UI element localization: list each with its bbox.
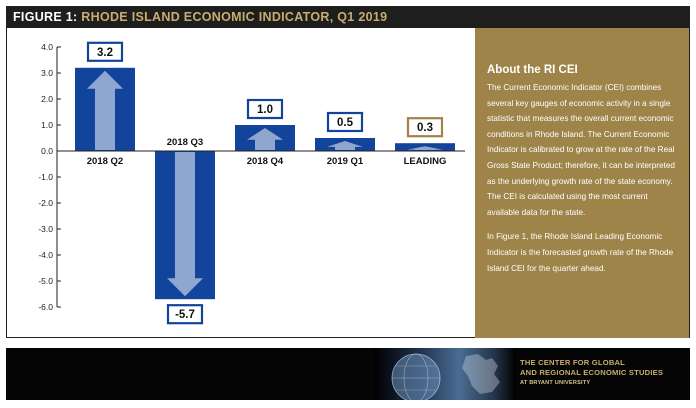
value-label-box xyxy=(326,111,364,133)
bar-chart: 4.0 3.0 2.0 1.0 0.0 -1.0 -2.0 -3.0 -4.0 -5.0 -6.0 3… xyxy=(38,41,465,325)
value-label: -5.7 xyxy=(175,309,195,321)
value-label-box xyxy=(246,98,284,120)
value-label-box xyxy=(86,41,124,62)
value-label-box xyxy=(406,117,444,138)
up-arrow xyxy=(87,70,123,150)
about-sidebar: About the RI CEI The Current Economic In… xyxy=(475,28,689,338)
y-tick-label: 2.0 xyxy=(41,94,53,104)
value-label: 1.0 xyxy=(257,104,273,116)
value-label: 3.2 xyxy=(97,47,113,59)
category-label: LEADING xyxy=(404,156,447,167)
value-label: 0.5 xyxy=(337,117,354,129)
sidebar-paragraph-1: The Current Economic Indicator (CEI) com… xyxy=(487,83,675,217)
footer-banner: THE CENTER FOR GLOBAL AND REGIONAL ECONO… xyxy=(6,348,690,400)
figure-header: FIGURE 1: RHODE ISLAND ECONOMIC INDICATO… xyxy=(7,7,689,28)
y-tick-label: 4.0 xyxy=(41,42,53,52)
y-tick-label: -6.0 xyxy=(38,302,53,312)
center-name-line-2: AND REGIONAL ECONOMIC STUDIES xyxy=(520,368,664,377)
y-tick-label: 3.0 xyxy=(41,68,53,78)
y-tick-label: -5.0 xyxy=(38,276,53,286)
figure-title: FIGURE 1: RHODE ISLAND ECONOMIC INDICATO… xyxy=(13,10,387,24)
y-tick-label: -1.0 xyxy=(38,172,53,182)
center-name-line-1: THE CENTER FOR GLOBAL xyxy=(520,358,626,367)
value-label-box xyxy=(166,304,204,325)
center-name: THE CENTER FOR GLOBAL AND REGIONAL ECONO… xyxy=(520,358,663,388)
category-label: 2018 Q3 xyxy=(167,137,203,148)
globe-map-graphic xyxy=(374,348,516,400)
sidebar-paragraph-2: In Figure 1, the Rhode Island Leading Ec… xyxy=(487,232,674,273)
category-label: 2018 Q2 xyxy=(87,156,123,167)
up-arrow xyxy=(327,141,363,150)
figure-panel: FIGURE 1: RHODE ISLAND ECONOMIC INDICATO… xyxy=(6,6,690,338)
category-label: 2019 Q1 xyxy=(327,156,364,167)
y-tick-label: -3.0 xyxy=(38,224,53,234)
y-tick-label: -4.0 xyxy=(38,250,53,260)
category-label: 2018 Q4 xyxy=(247,156,284,167)
figure-number: FIGURE 1: xyxy=(13,10,78,24)
up-arrow xyxy=(247,128,283,150)
figure-caption: RHODE ISLAND ECONOMIC INDICATOR, Q1 2019 xyxy=(81,10,388,24)
sidebar-title: About the RI CEI xyxy=(487,64,578,76)
y-tick-label: -2.0 xyxy=(38,198,53,208)
center-name-line-3: AT BRYANT UNIVERSITY xyxy=(520,380,591,386)
down-arrow xyxy=(167,152,203,297)
y-tick-label: 1.0 xyxy=(41,120,53,130)
up-arrow xyxy=(407,146,443,150)
y-tick-label: 0.0 xyxy=(41,146,53,156)
value-label: 0.3 xyxy=(417,122,433,134)
